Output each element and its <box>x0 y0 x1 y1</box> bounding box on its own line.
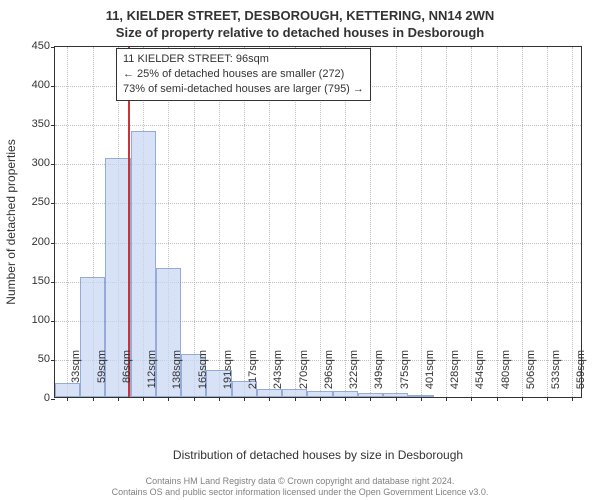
x-tick-mark <box>67 397 68 401</box>
x-tick-label: 480sqm <box>500 350 512 400</box>
y-tick-mark <box>51 399 55 400</box>
x-tick-mark <box>396 397 397 401</box>
x-tick-mark <box>421 397 422 401</box>
annotation-line3: 73% of semi-detached houses are larger (… <box>123 82 364 97</box>
annotation-line2: ← 25% of detached houses are smaller (27… <box>123 67 364 82</box>
x-tick-mark <box>547 397 548 401</box>
y-tick-label: 450 <box>6 40 50 52</box>
gridline-vertical <box>572 47 573 397</box>
x-tick-mark <box>345 397 346 401</box>
x-tick-label: 296sqm <box>323 350 335 400</box>
gridline-vertical <box>67 47 68 397</box>
x-tick-mark <box>219 397 220 401</box>
y-tick-mark <box>51 203 55 204</box>
x-tick-label: 506sqm <box>525 350 537 400</box>
x-tick-mark <box>143 397 144 401</box>
x-tick-label: 112sqm <box>146 350 158 400</box>
gridline-vertical <box>446 47 447 397</box>
x-tick-label: 217sqm <box>247 350 259 400</box>
x-tick-label: 375sqm <box>399 350 411 400</box>
x-tick-label: 165sqm <box>197 350 209 400</box>
y-tick-label: 100 <box>6 314 50 326</box>
x-tick-label: 138sqm <box>171 350 183 400</box>
x-tick-mark <box>572 397 573 401</box>
y-tick-mark <box>51 164 55 165</box>
footer-line1: Contains HM Land Registry data © Crown c… <box>0 476 600 487</box>
x-tick-mark <box>269 397 270 401</box>
y-tick-label: 400 <box>6 79 50 91</box>
x-tick-label: 428sqm <box>449 350 461 400</box>
x-tick-label: 349sqm <box>373 350 385 400</box>
y-tick-mark <box>51 282 55 283</box>
gridline-vertical <box>396 47 397 397</box>
y-tick-mark <box>51 125 55 126</box>
y-tick-label: 150 <box>6 275 50 287</box>
y-tick-mark <box>51 47 55 48</box>
y-axis-label: Number of detached properties <box>4 46 18 398</box>
x-tick-mark <box>446 397 447 401</box>
y-tick-mark <box>51 360 55 361</box>
x-tick-mark <box>168 397 169 401</box>
y-tick-mark <box>51 321 55 322</box>
x-tick-label: 322sqm <box>348 350 360 400</box>
gridline-vertical <box>547 47 548 397</box>
chart-title-line2: Size of property relative to detached ho… <box>0 23 600 40</box>
y-tick-label: 300 <box>6 157 50 169</box>
footer: Contains HM Land Registry data © Crown c… <box>0 476 600 499</box>
gridline-vertical <box>421 47 422 397</box>
y-tick-label: 0 <box>6 392 50 404</box>
y-tick-label: 50 <box>6 353 50 365</box>
x-tick-label: 243sqm <box>272 350 284 400</box>
x-tick-mark <box>522 397 523 401</box>
x-tick-mark <box>93 397 94 401</box>
y-tick-label: 350 <box>6 118 50 130</box>
x-tick-mark <box>118 397 119 401</box>
gridline-vertical <box>497 47 498 397</box>
x-tick-mark <box>194 397 195 401</box>
x-tick-label: 86sqm <box>121 350 133 400</box>
x-tick-label: 559sqm <box>575 350 587 400</box>
x-tick-label: 454sqm <box>474 350 486 400</box>
x-tick-mark <box>497 397 498 401</box>
gridline-vertical <box>471 47 472 397</box>
x-tick-label: 191sqm <box>222 350 234 400</box>
x-tick-mark <box>320 397 321 401</box>
x-tick-label: 33sqm <box>70 350 82 400</box>
y-tick-label: 200 <box>6 236 50 248</box>
x-tick-label: 533sqm <box>550 350 562 400</box>
annotation-line1: 11 KIELDER STREET: 96sqm <box>123 52 364 67</box>
x-tick-mark <box>471 397 472 401</box>
x-tick-label: 401sqm <box>424 350 436 400</box>
annotation-box: 11 KIELDER STREET: 96sqm ← 25% of detach… <box>116 48 371 101</box>
x-axis-label: Distribution of detached houses by size … <box>54 448 582 462</box>
x-tick-label: 270sqm <box>298 350 310 400</box>
x-tick-mark <box>370 397 371 401</box>
figure-container: 11, KIELDER STREET, DESBOROUGH, KETTERIN… <box>0 0 600 500</box>
chart-title-line1: 11, KIELDER STREET, DESBOROUGH, KETTERIN… <box>0 0 600 23</box>
gridline-vertical <box>522 47 523 397</box>
x-tick-mark <box>295 397 296 401</box>
y-tick-mark <box>51 86 55 87</box>
y-tick-label: 250 <box>6 196 50 208</box>
x-tick-label: 59sqm <box>96 350 108 400</box>
gridline-horizontal <box>55 125 581 126</box>
footer-line2: Contains OS and public sector informatio… <box>0 487 600 498</box>
y-tick-mark <box>51 243 55 244</box>
x-tick-mark <box>244 397 245 401</box>
